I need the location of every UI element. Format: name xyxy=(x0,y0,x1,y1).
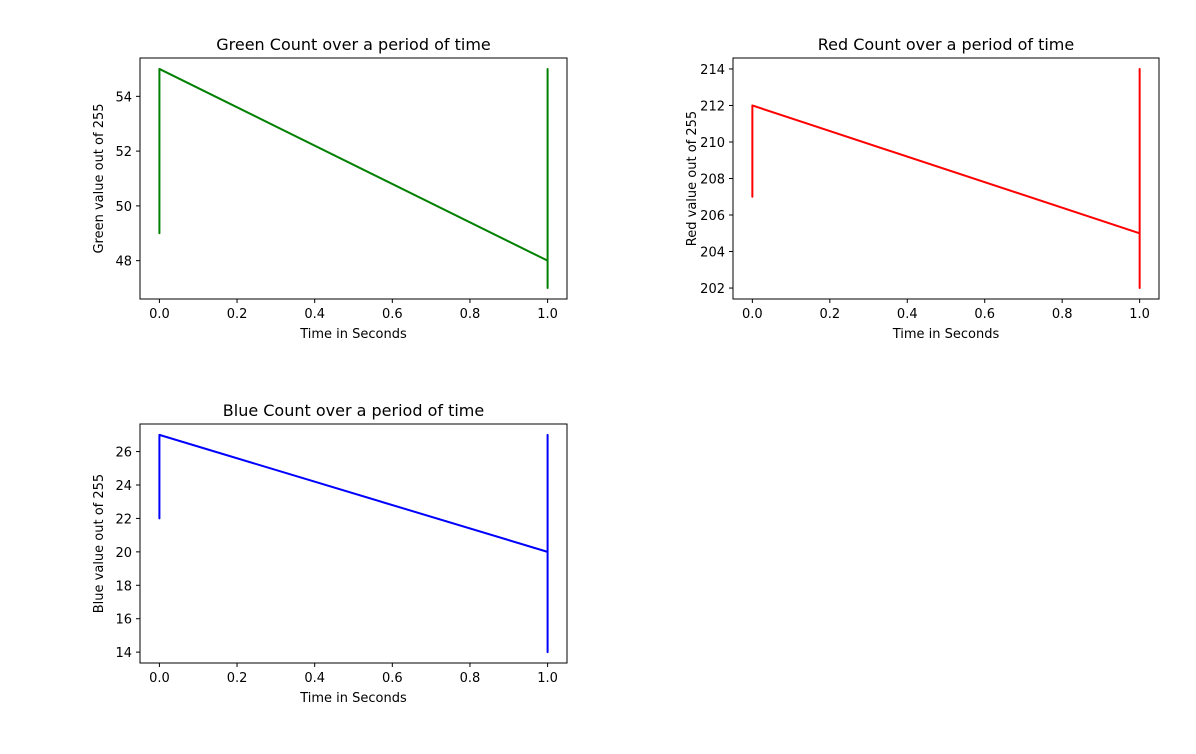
red-y-tick-label: 208 xyxy=(700,173,725,188)
red-x-tick-label: 1.0 xyxy=(1129,307,1150,322)
blue-x-tick-label: 0.4 xyxy=(304,671,325,686)
blue-chart-title: Blue Count over a period of time xyxy=(223,401,484,420)
green-x-tick-label: 0.8 xyxy=(460,307,481,322)
blue-plot-frame xyxy=(139,423,568,664)
red-y-tick-label: 210 xyxy=(700,136,725,151)
red-x-tick-label: 0.4 xyxy=(897,307,918,322)
blue-x-tick-label: 0.0 xyxy=(149,671,170,686)
red-y-tick-label: 206 xyxy=(700,209,725,224)
blue-x-tick-label: 0.2 xyxy=(227,671,248,686)
green-y-tick-label: 50 xyxy=(115,200,132,215)
green-y-tick-label: 52 xyxy=(115,145,132,160)
blue-y-tick-label: 26 xyxy=(115,446,132,461)
green-y-axis-label: Green value out of 255 xyxy=(92,103,107,253)
green-y-tick-label: 54 xyxy=(115,90,132,105)
red-x-tick-label: 0.6 xyxy=(974,307,995,322)
green-x-tick-label: 0.6 xyxy=(382,307,403,322)
blue-y-tick-label: 20 xyxy=(115,546,132,561)
red-x-tick-label: 0.8 xyxy=(1052,307,1073,322)
blue-x-tick-label: 0.8 xyxy=(460,671,481,686)
red-chart-title: Red Count over a period of time xyxy=(818,35,1074,54)
green-plot-frame xyxy=(139,57,568,300)
red-y-tick-label: 202 xyxy=(700,282,725,297)
blue-y-axis-label: Blue value out of 255 xyxy=(92,474,107,613)
green-x-axis-label: Time in Seconds xyxy=(299,327,407,342)
red-x-tick-label: 0.0 xyxy=(742,307,763,322)
green-x-tick-label: 0.2 xyxy=(227,307,248,322)
green-chart: 0.0 0.2 0.4 0.6 0.8 1.0 48 50 52 54 Green Count ov… xyxy=(92,35,568,342)
blue-y-tick-label: 14 xyxy=(115,646,132,661)
blue-chart: 0.0 0.2 0.4 0.6 0.8 1.0 14 16 18 20 22 24 26 Blue Cou… xyxy=(92,401,568,706)
green-x-tick-label: 0.4 xyxy=(304,307,325,322)
green-x-tick-label: 1.0 xyxy=(537,307,558,322)
red-x-axis-label: Time in Seconds xyxy=(892,327,1000,342)
blue-series-line xyxy=(158,433,549,654)
blue-y-tick-label: 16 xyxy=(115,613,132,628)
blue-x-tick-label: 0.6 xyxy=(382,671,403,686)
green-chart-title: Green Count over a period of time xyxy=(216,35,491,54)
red-y-tick-label: 214 xyxy=(700,63,725,78)
blue-y-tick-label: 24 xyxy=(115,479,132,494)
red-y-tick-label: 212 xyxy=(700,99,725,114)
blue-x-tick-label: 1.0 xyxy=(537,671,558,686)
blue-y-tick-label: 22 xyxy=(115,512,132,527)
red-plot-frame xyxy=(732,57,1160,300)
blue-y-tick-label: 18 xyxy=(115,579,132,594)
red-y-tick-label: 204 xyxy=(700,246,725,261)
red-y-axis-label: Red value out of 255 xyxy=(685,111,700,246)
red-series-line xyxy=(751,67,1141,290)
green-series-line xyxy=(158,67,549,290)
green-y-tick-label: 48 xyxy=(115,255,132,270)
blue-x-axis-label: Time in Seconds xyxy=(299,691,407,706)
green-x-tick-label: 0.0 xyxy=(149,307,170,322)
red-chart: 0.0 0.2 0.4 0.6 0.8 1.0 202 204 206 208 210 212 214 R… xyxy=(685,35,1160,342)
red-x-tick-label: 0.2 xyxy=(819,307,840,322)
